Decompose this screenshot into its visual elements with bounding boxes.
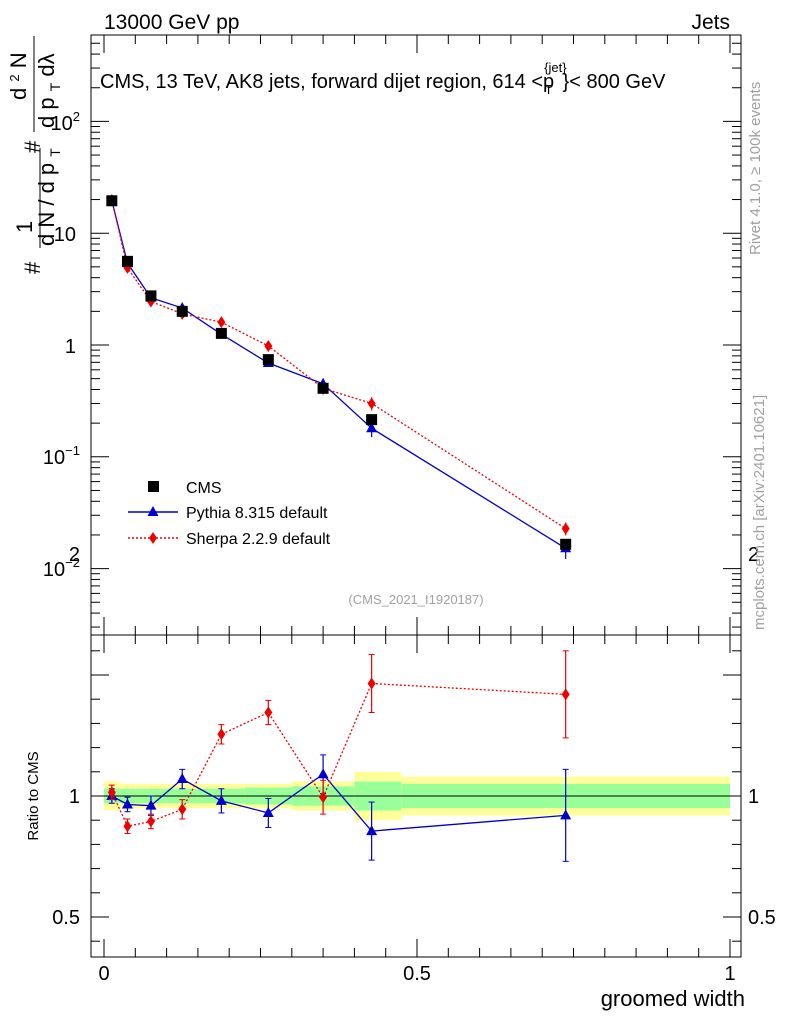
ratio-point-sherpa bbox=[561, 688, 570, 701]
main-point-pythia bbox=[366, 422, 378, 433]
ratio-y-tick-label: 1 bbox=[69, 786, 80, 808]
x-axis-label: groomed width bbox=[601, 986, 745, 1011]
y-tick-label-1e-1: 10−1 bbox=[43, 443, 80, 469]
main-y-axis-label: # 1 d N / d p T # d 2 N d p T dλ bbox=[0, 36, 65, 274]
ratio-point-sherpa bbox=[319, 791, 328, 804]
ratio-series-group bbox=[106, 650, 572, 862]
ratio-point-pythia bbox=[121, 798, 133, 809]
main-point-cms bbox=[366, 414, 378, 426]
main-point-cms bbox=[262, 354, 274, 366]
ylabel-hash2: # bbox=[20, 140, 45, 153]
ratio-point-sherpa bbox=[367, 677, 376, 690]
ratio-point-pythia bbox=[366, 825, 378, 836]
main-y-tick-labels: 10−2 10−1 1 10 102 bbox=[43, 109, 80, 581]
plot-title-main: CMS, 13 TeV, AK8 jets, forward dijet reg… bbox=[100, 71, 554, 93]
ylabel-hash: # bbox=[20, 261, 45, 274]
ratio-point-sherpa bbox=[178, 803, 187, 816]
y-tick-label-1: 1 bbox=[65, 336, 76, 358]
ratio-y-axis-label: Ratio to CMS bbox=[25, 751, 42, 840]
legend-marker-sherpa bbox=[149, 532, 157, 544]
ratio-y-tick-label-right: 1 bbox=[748, 786, 759, 808]
analysis-id: (CMS_2021_I1920187) bbox=[348, 592, 483, 607]
plot-title-sub: T bbox=[545, 82, 553, 97]
main-point-sherpa bbox=[367, 397, 376, 410]
plot-title: CMS, 13 TeV, AK8 jets, forward dijet reg… bbox=[100, 60, 666, 97]
plot-title-sup: {jet} bbox=[544, 60, 567, 75]
main-point-sherpa bbox=[561, 522, 570, 535]
main-point-sherpa bbox=[217, 316, 226, 329]
x-tick-label: 1 bbox=[724, 963, 735, 985]
main-point-cms bbox=[317, 382, 329, 394]
ratio-point-pythia bbox=[215, 794, 227, 805]
ratio-point-sherpa bbox=[123, 820, 132, 833]
legend-label-cms: CMS bbox=[186, 480, 222, 497]
legend-label-pythia: Pythia 8.315 default bbox=[186, 505, 328, 522]
ratio-y-tick-labels: 0.5 0.5 1 1 2 2 bbox=[52, 544, 776, 929]
side-label-mcplots: mcplots.cern.ch [arXiv:2401.10621] bbox=[751, 395, 768, 630]
ylabel-frac2-num: d bbox=[6, 88, 31, 100]
ylabel-frac-num: 1 bbox=[12, 221, 37, 233]
x-tick-label: 0 bbox=[98, 963, 109, 985]
header-left: 13000 GeV pp bbox=[104, 11, 239, 34]
ratio-point-pythia bbox=[145, 799, 157, 810]
main-series-group bbox=[106, 194, 572, 559]
ratio-y-tick-label-right: 2 bbox=[748, 544, 759, 566]
main-line-pythia bbox=[111, 200, 567, 549]
ylabel-frac-den: d N / d p bbox=[34, 163, 59, 246]
main-point-cms bbox=[121, 255, 133, 267]
ratio-point-pythia bbox=[176, 773, 188, 784]
main-point-cms bbox=[215, 327, 227, 339]
legend-marker-cms bbox=[148, 481, 159, 492]
ratio-point-sherpa bbox=[217, 728, 226, 741]
main-point-cms bbox=[106, 195, 118, 207]
ratio-point-sherpa bbox=[146, 815, 155, 828]
main-line-sherpa bbox=[111, 199, 567, 530]
legend: CMS Pythia 8.315 default Sherpa 2.2.9 de… bbox=[128, 480, 331, 548]
main-point-sherpa bbox=[264, 339, 273, 352]
axis-ticks bbox=[91, 35, 741, 957]
ratio-point-pythia bbox=[262, 806, 274, 817]
legend-label-sherpa: Sherpa 2.2.9 default bbox=[186, 531, 331, 548]
main-point-cms bbox=[560, 538, 572, 550]
ratio-y-tick-label: 0.5 bbox=[52, 907, 80, 929]
ratio-point-sherpa bbox=[264, 706, 273, 719]
ylabel-frac2-num-sup: 2 bbox=[7, 74, 22, 81]
main-point-cms bbox=[176, 305, 188, 317]
ratio-point-pythia bbox=[317, 768, 329, 779]
ylabel-frac2-den: d p bbox=[34, 97, 59, 128]
ratio-line-sherpa bbox=[111, 682, 566, 827]
ratio-y-tick-label: 2 bbox=[69, 544, 80, 566]
ylabel-frac2-num-tail: N bbox=[6, 52, 31, 68]
legend-marker-pythia bbox=[147, 506, 159, 516]
ylabel-frac2-den-tail: dλ bbox=[34, 53, 59, 76]
x-tick-labels: 0 0.5 1 bbox=[98, 963, 735, 985]
header-right: Jets bbox=[691, 11, 730, 34]
side-label-rivet: Rivet 4.1.0, ≥ 100k events bbox=[747, 82, 764, 255]
ratio-y-tick-label-right: 0.5 bbox=[748, 907, 776, 929]
svg-text:# 1 d N / d p: # 1 d N / d p T # d 2 N d p T dλ bbox=[0, 46, 65, 274]
ylabel-frac2-den-sub: T bbox=[47, 82, 63, 91]
ylabel-den-sub: T bbox=[47, 148, 63, 157]
plot-title-tail: }< 800 GeV bbox=[563, 71, 667, 93]
main-point-cms bbox=[145, 290, 157, 302]
y-tick-label-10: 10 bbox=[54, 224, 76, 246]
ratio-point-sherpa bbox=[107, 786, 116, 799]
x-tick-label: 0.5 bbox=[403, 963, 431, 985]
ratio-point-pythia bbox=[560, 809, 572, 820]
